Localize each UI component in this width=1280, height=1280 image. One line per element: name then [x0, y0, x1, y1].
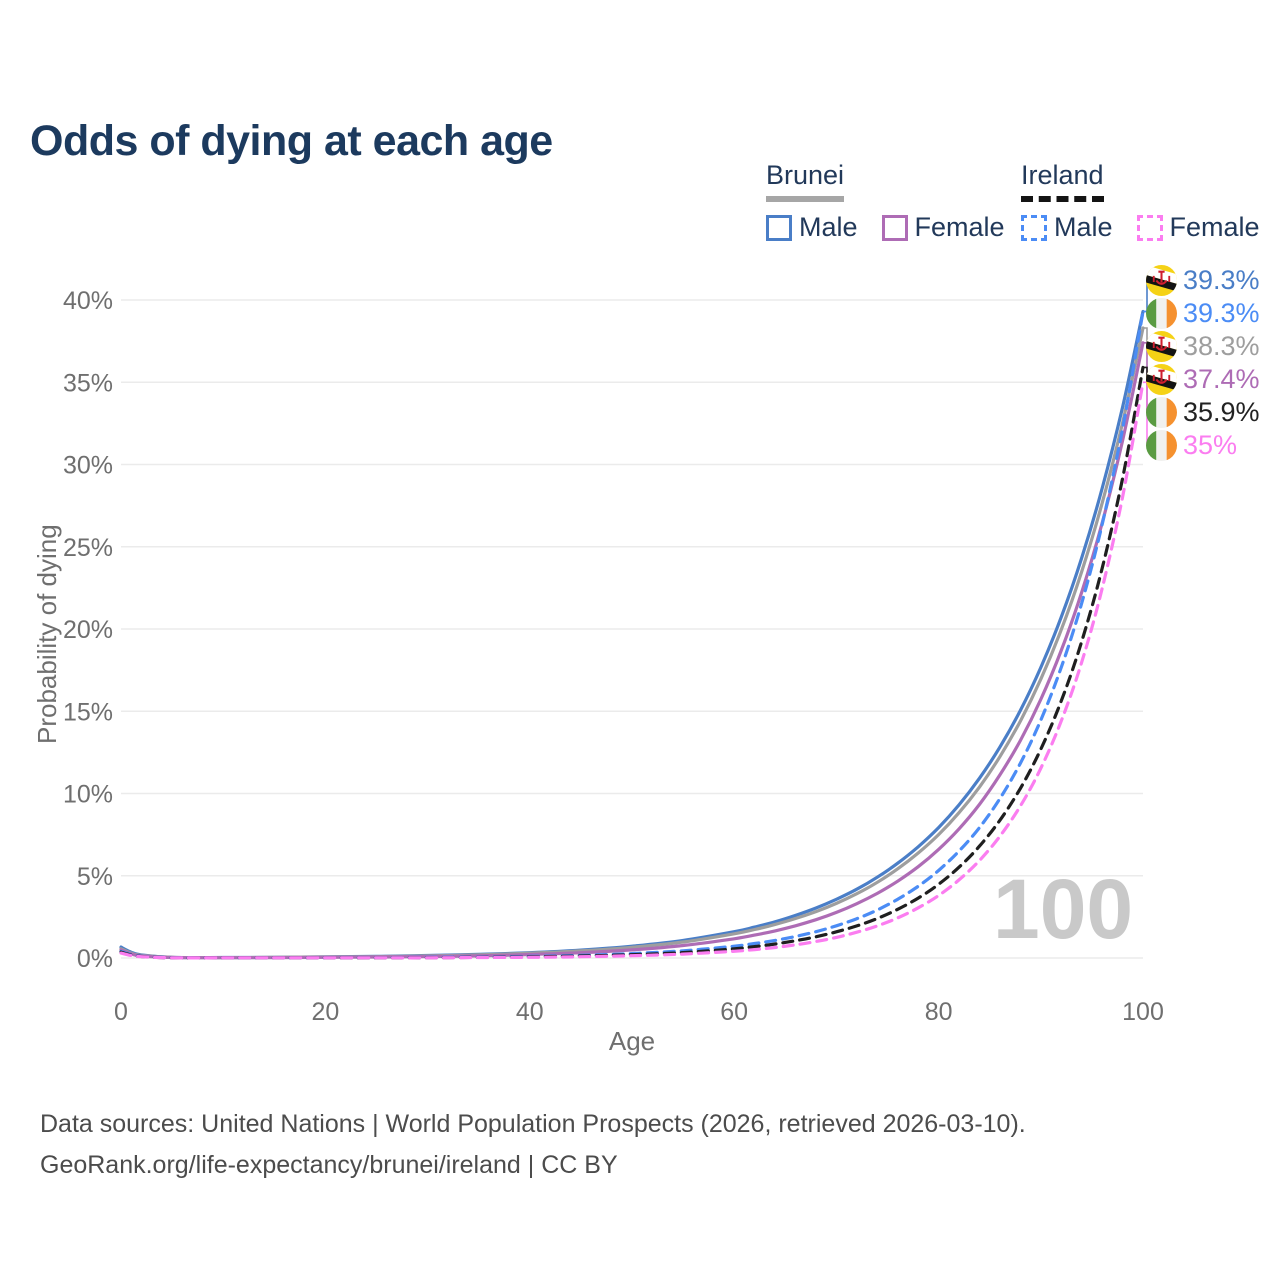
y-tick-label: 0%	[77, 945, 113, 973]
ireland-flag-icon	[1146, 397, 1177, 428]
end-label-ireland-male: 39.3%	[1146, 297, 1260, 330]
legend-item-ireland-female[interactable]: Female	[1136, 212, 1260, 243]
end-label-value: 35.9%	[1183, 397, 1260, 427]
series-line-brunei-male[interactable]	[119, 309, 1145, 960]
x-tick-label: 0	[114, 998, 128, 1026]
y-tick-label: 40%	[63, 287, 113, 315]
x-axis-title: Age	[608, 1026, 656, 1056]
end-label-brunei-female: 37.4%	[1146, 363, 1260, 396]
x-tick-label: 40	[516, 998, 544, 1026]
ireland-male-swatch-icon	[1021, 214, 1047, 241]
x-tick-label: 100	[1122, 998, 1164, 1026]
legend-country-ireland[interactable]: Ireland	[1021, 160, 1104, 202]
end-label-brunei-both-sexes-: 38.3%	[1146, 330, 1260, 363]
series-line-brunei-both-sexes-[interactable]	[119, 326, 1145, 960]
x-tick-label: 60	[720, 998, 748, 1026]
end-label-value: 35%	[1183, 430, 1238, 460]
end-label-value: 39.3%	[1183, 298, 1260, 328]
brunei-flag-icon	[1146, 364, 1177, 395]
x-tick-label: 80	[925, 998, 953, 1026]
legend-item-label: Male	[799, 212, 858, 242]
legend-row-brunei: Male Female	[766, 212, 1005, 243]
legend-item-brunei-male[interactable]: Male	[766, 212, 858, 243]
x-tick-label: 20	[311, 998, 339, 1026]
end-label-brunei-male: 39.3%	[1146, 264, 1260, 297]
legend-item-brunei-female[interactable]: Female	[881, 212, 1005, 243]
legend-group-brunei: Brunei Male Female	[766, 160, 1005, 243]
end-label-ireland-both-sexes-: 35.9%	[1146, 396, 1260, 429]
legend-row-ireland: Male Female	[1021, 212, 1260, 243]
legend-item-label: Male	[1054, 212, 1113, 242]
page-title: Odds of dying at each age	[30, 116, 553, 165]
series-line-ireland-both-sexes-[interactable]	[119, 365, 1145, 960]
y-tick-label: 30%	[63, 452, 113, 480]
end-label-value: 39.3%	[1183, 265, 1260, 295]
y-tick-label: 5%	[77, 863, 113, 891]
end-label-value: 37.4%	[1183, 364, 1260, 394]
end-label-ireland-female: 35%	[1146, 429, 1237, 462]
data-sources-line: Data sources: United Nations | World Pop…	[40, 1110, 1026, 1138]
y-tick-label: 20%	[63, 616, 113, 644]
brunei-flag-icon	[1146, 265, 1177, 296]
footer: Data sources: United Nations | World Pop…	[40, 1104, 1026, 1186]
legend-item-label: Female	[914, 212, 1005, 242]
legend-country-brunei[interactable]: Brunei	[766, 160, 845, 202]
y-tick-label: 35%	[63, 369, 113, 397]
legend-item-label: Female	[1169, 212, 1260, 242]
series-line-ireland-female[interactable]	[119, 380, 1145, 960]
y-tick-label: 10%	[63, 781, 113, 809]
y-tick-label: 15%	[63, 698, 113, 726]
y-tick-label: 25%	[63, 534, 113, 562]
end-label-value: 38.3%	[1183, 331, 1260, 361]
y-axis-title: Probability of dying	[32, 524, 62, 744]
series-line-ireland-male[interactable]	[119, 309, 1145, 960]
age-counter-watermark: 100	[993, 862, 1134, 956]
legend-group-ireland: Ireland Male Female	[1021, 160, 1260, 243]
brunei-male-swatch-icon	[766, 214, 792, 241]
brunei-female-swatch-icon	[881, 214, 908, 241]
attribution-line: GeoRank.org/life-expectancy/brunei/irela…	[40, 1151, 618, 1179]
brunei-flag-icon	[1146, 331, 1177, 362]
legend-item-ireland-male[interactable]: Male	[1021, 212, 1113, 243]
series-line-brunei-female[interactable]	[119, 341, 1145, 960]
ireland-female-swatch-icon	[1136, 214, 1163, 241]
ireland-flag-icon	[1146, 430, 1177, 461]
ireland-flag-icon	[1146, 298, 1177, 329]
